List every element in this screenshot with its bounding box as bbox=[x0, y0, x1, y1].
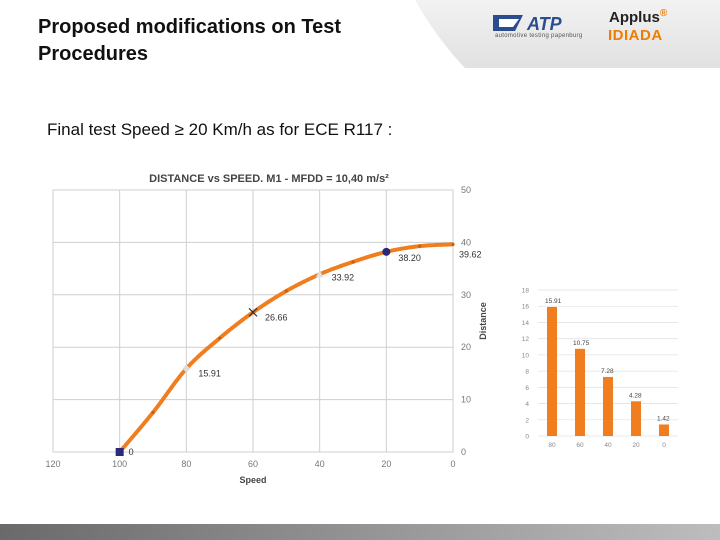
triangle-marker-icon bbox=[315, 270, 324, 278]
atp-logo-tagline: automotive testing papenburg bbox=[495, 33, 583, 39]
data-point bbox=[284, 289, 288, 293]
bar-value-label: 4.28 bbox=[629, 392, 642, 399]
footer-bar bbox=[0, 524, 720, 540]
bar-y-tick-label: 18 bbox=[522, 288, 530, 295]
atp-logo: ATP bbox=[493, 14, 563, 34]
bar bbox=[575, 348, 585, 436]
bar-category-label: 40 bbox=[604, 442, 612, 449]
y-tick-label: 50 bbox=[461, 185, 471, 195]
header-tab-shape bbox=[0, 0, 465, 68]
applus-logo-text: Applus bbox=[609, 9, 660, 26]
x-axis-label: Speed bbox=[239, 475, 266, 485]
bar-y-tick-label: 2 bbox=[525, 417, 529, 424]
x-tick-label: 100 bbox=[112, 459, 127, 469]
annotation-label: 39.62 bbox=[459, 249, 482, 259]
slide-subtitle: Final test Speed ≥ 20 Km/h as for ECE R1… bbox=[47, 120, 393, 139]
circle-marker-icon bbox=[382, 247, 391, 256]
bar-y-tick-label: 10 bbox=[522, 352, 530, 359]
bar-category-label: 60 bbox=[576, 442, 584, 449]
data-point bbox=[218, 336, 222, 340]
x-tick-label: 80 bbox=[181, 459, 191, 469]
bar bbox=[631, 401, 641, 436]
bar-y-tick-label: 14 bbox=[522, 320, 530, 327]
bar-category-label: 20 bbox=[632, 442, 640, 449]
bar-y-tick-label: 16 bbox=[522, 304, 530, 311]
annotation-label: 0 bbox=[129, 447, 134, 457]
page-title-line2: Procedures bbox=[38, 43, 149, 65]
cross-marker-icon bbox=[248, 307, 258, 317]
y-axis-label: Distance bbox=[478, 302, 488, 340]
annotation-label: 33.92 bbox=[332, 272, 355, 282]
annotation-label: 15.91 bbox=[198, 369, 221, 379]
y-tick-label: 40 bbox=[461, 237, 471, 247]
bar-value-label: 1.42 bbox=[657, 415, 670, 422]
bar-value-label: 7.28 bbox=[601, 368, 614, 375]
chart-title: DISTANCE vs SPEED. M1 - MFDD = 10,40 m/s… bbox=[149, 173, 389, 185]
idiada-logo: IDIADA bbox=[608, 27, 663, 44]
diamond-marker-icon bbox=[182, 364, 191, 373]
bar bbox=[659, 424, 669, 436]
x-tick-label: 40 bbox=[315, 459, 325, 469]
y-tick-label: 0 bbox=[461, 447, 466, 457]
bar bbox=[603, 376, 613, 436]
bar-y-tick-label: 8 bbox=[525, 369, 529, 376]
bar-category-label: 80 bbox=[548, 442, 556, 449]
data-point bbox=[351, 260, 355, 264]
y-tick-label: 20 bbox=[461, 342, 471, 352]
data-point bbox=[451, 242, 455, 246]
chart-annotations: 0 15.91 26.66 33.92 38.20 39.62 bbox=[115, 247, 482, 457]
bar-category-label: 0 bbox=[662, 442, 666, 449]
data-point bbox=[418, 244, 422, 248]
annotation-label: 26.66 bbox=[265, 312, 288, 322]
page-title: Proposed modifications on Test Procedure… bbox=[38, 14, 341, 68]
bar-y-tick-label: 12 bbox=[522, 336, 530, 343]
x-tick-label: 60 bbox=[248, 459, 258, 469]
x-tick-label: 120 bbox=[45, 459, 60, 469]
bar-y-tick-label: 4 bbox=[525, 401, 529, 408]
x-tick-label: 20 bbox=[381, 459, 391, 469]
bar-value-label: 10.75 bbox=[573, 340, 590, 347]
y-tick-label: 30 bbox=[461, 290, 471, 300]
bar-y-tick-label: 6 bbox=[525, 385, 529, 392]
annotation-label: 38.20 bbox=[398, 253, 421, 263]
x-tick-label: 0 bbox=[450, 459, 455, 469]
bar-value-label: 15.91 bbox=[545, 298, 562, 305]
bar bbox=[547, 306, 557, 436]
square-marker-icon bbox=[115, 448, 124, 456]
bar-chart-bars: 15.91 80 10.75 60 7.28 40 4.28 20 1.42 0 bbox=[545, 298, 670, 449]
page-title-line1: Proposed modifications on Test bbox=[38, 16, 341, 38]
applus-logo: Applus® bbox=[609, 8, 667, 26]
atp-logo-text: ATP bbox=[526, 14, 563, 34]
bar-y-tick-label: 0 bbox=[525, 434, 529, 441]
registered-mark-icon: ® bbox=[659, 8, 668, 19]
data-point bbox=[151, 410, 155, 415]
y-tick-label: 10 bbox=[461, 395, 471, 405]
